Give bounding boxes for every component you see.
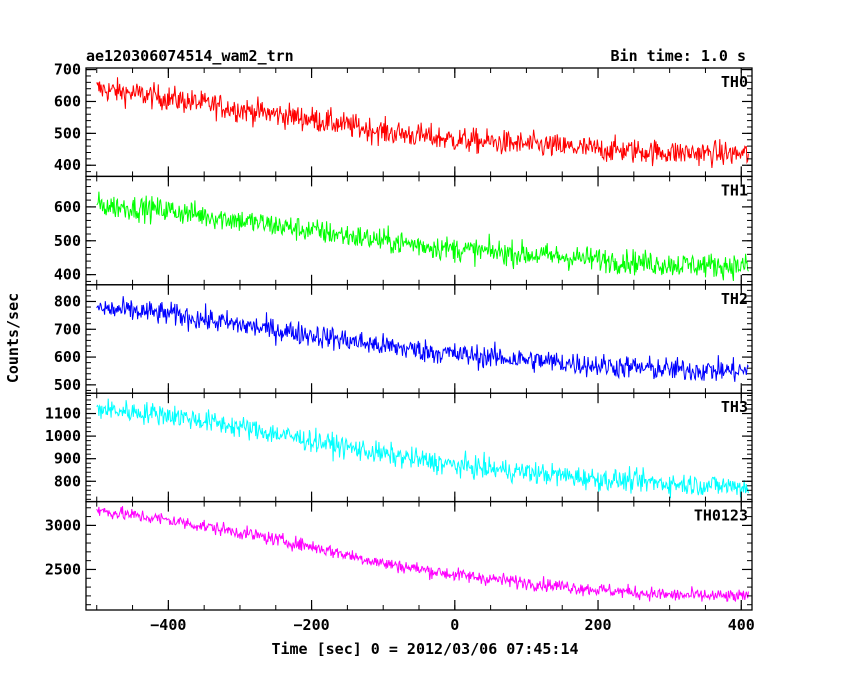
y-tick-label: 600 bbox=[54, 198, 81, 216]
x-tick-label: 0 bbox=[450, 616, 459, 634]
series-line-th3 bbox=[96, 398, 749, 499]
y-tick-label: 2500 bbox=[45, 560, 81, 578]
panel-frame bbox=[85, 392, 753, 503]
x-tick-label: 400 bbox=[728, 616, 755, 634]
series-label-th3: TH3 bbox=[721, 398, 748, 416]
y-tick-label: 600 bbox=[54, 92, 81, 110]
y-tick-label: 400 bbox=[54, 156, 81, 174]
series-label-th0123: TH0123 bbox=[694, 507, 748, 525]
x-tick-label: −400 bbox=[150, 616, 186, 634]
series-line-th0 bbox=[96, 77, 749, 168]
bin-time-label: Bin time: 1.0 s bbox=[611, 47, 746, 65]
chart-title: ae120306074514_wam2_trn bbox=[86, 47, 294, 65]
x-tick-label: −200 bbox=[294, 616, 330, 634]
y-tick-label: 800 bbox=[54, 472, 81, 490]
y-tick-label: 500 bbox=[54, 232, 81, 250]
series-line-th2 bbox=[96, 296, 749, 382]
series-label-th0: TH0 bbox=[721, 73, 748, 91]
series-label-th2: TH2 bbox=[721, 290, 748, 308]
x-axis-title: Time [sec] 0 = 2012/03/06 07:45:14 bbox=[271, 640, 578, 658]
y-tick-label: 600 bbox=[54, 348, 81, 366]
panel-th0: 400 500 600 700 TH0 bbox=[54, 61, 753, 178]
series-line-th0123 bbox=[96, 506, 749, 603]
x-axis: −400 −200 0 200 400 bbox=[150, 616, 755, 634]
y-tick-label: 900 bbox=[54, 450, 81, 468]
y-axis-title: Counts/sec bbox=[4, 293, 22, 383]
panel-th1: 400 500 600 TH1 bbox=[54, 175, 753, 286]
y-tick-label: 3000 bbox=[45, 516, 81, 534]
y-tick-label: 1000 bbox=[45, 427, 81, 445]
panel-frame bbox=[85, 284, 753, 394]
series-line-th1 bbox=[96, 191, 749, 282]
y-tick-label: 500 bbox=[54, 376, 81, 394]
panel-th2: 500 600 700 800 TH2 bbox=[54, 284, 753, 394]
y-tick-label: 700 bbox=[54, 61, 81, 79]
y-tick-label: 500 bbox=[54, 124, 81, 142]
panel-th3: 800 900 1000 1100 TH3 bbox=[45, 392, 753, 503]
y-tick-label: 400 bbox=[54, 266, 81, 284]
panels: 400 500 600 700 TH0 400 500 600 TH1 500 600 700 800 T… bbox=[45, 61, 753, 611]
y-tick-label: 1100 bbox=[45, 405, 81, 423]
x-tick-label: 200 bbox=[584, 616, 611, 634]
series-label-th1: TH1 bbox=[721, 181, 748, 199]
y-tick-label: 700 bbox=[54, 320, 81, 338]
y-tick-label: 800 bbox=[54, 292, 81, 310]
panel-th0123: 2500 3000 TH0123 bbox=[45, 500, 753, 611]
